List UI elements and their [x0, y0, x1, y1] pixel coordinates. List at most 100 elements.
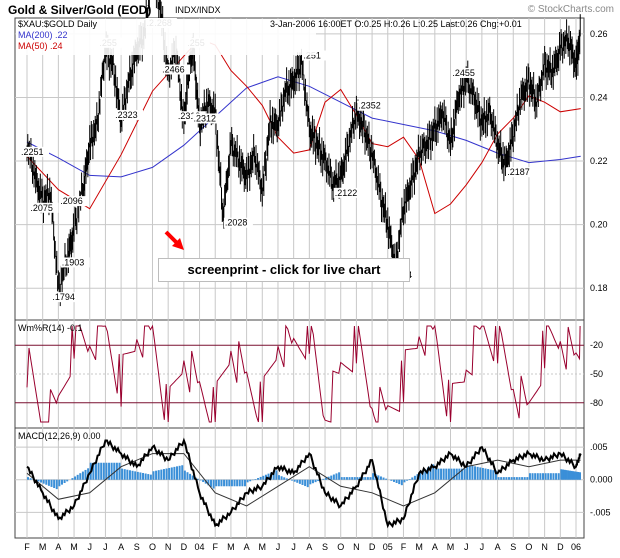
macd-hist-bar [481, 467, 484, 480]
macd-hist-bar [453, 468, 456, 480]
macd-hist-bar [236, 479, 239, 487]
macd-hist-bar [238, 479, 241, 487]
macd-hist-bar [570, 470, 573, 480]
price-annotation: .2312 [194, 113, 217, 123]
macd-hist-bar [372, 473, 375, 480]
macd-hist-bar [128, 470, 131, 480]
macd-hist-bar [94, 462, 97, 480]
x-tick-label: S [322, 542, 328, 552]
macd-hist-bar [42, 479, 45, 484]
macd-hist-bar [505, 477, 508, 480]
x-tick-label: A [306, 542, 312, 552]
macd-hist-bar [466, 464, 469, 480]
macd-hist-bar [445, 468, 448, 480]
macd-hist-bar [468, 465, 471, 480]
macd-hist-bar [40, 479, 43, 483]
macd-hist-bar [102, 462, 105, 480]
x-tick-label: J [87, 542, 92, 552]
live-chart-link[interactable]: screenprint - click for live chart [158, 258, 410, 282]
macd-hist-bar [27, 477, 29, 480]
macd-hist-bar [531, 473, 534, 480]
macd-hist-bar [515, 477, 518, 480]
macd-hist-bar [115, 462, 118, 480]
willr-label: Wm%R(14) -0.1 [18, 323, 83, 333]
macd-hist-bar [508, 477, 511, 480]
macd-hist-bar [241, 479, 244, 487]
willr-tick-label: -80 [590, 398, 603, 408]
macd-hist-bar [29, 478, 32, 480]
x-tick-label: S [510, 542, 516, 552]
macd-hist-bar [528, 473, 531, 480]
macd-hist-bar [549, 473, 552, 480]
macd-label: MACD(12,26,9) 0.00 [18, 431, 101, 441]
macd-hist-bar [74, 476, 77, 480]
macd-hist-bar [361, 477, 364, 480]
x-tick-label: O [337, 542, 344, 552]
macd-hist-bar [257, 477, 260, 480]
x-tick-label: N [541, 542, 548, 552]
x-tick-label: N [165, 542, 172, 552]
macd-hist-bar [330, 475, 333, 480]
macd-hist-bar [463, 468, 466, 480]
macd-hist-bar [246, 479, 249, 483]
price-annotation: .2075 [30, 203, 53, 213]
macd-hist-bar [345, 477, 348, 480]
macd-hist-bar [534, 473, 537, 480]
macd-hist-bar [432, 464, 435, 480]
macd-hist-bar [47, 479, 50, 486]
macd-hist-bar [575, 471, 578, 480]
macd-hist-bar [335, 473, 338, 480]
macd-hist-bar [560, 469, 563, 480]
annotation-bg [357, 100, 387, 111]
price-tick-label: 0.24 [590, 92, 608, 102]
macd-tick-label: 0.000 [590, 475, 613, 485]
price-annotation: .251 [303, 51, 321, 61]
ma200-layer [26, 76, 581, 178]
macd-hist-bar [567, 470, 570, 480]
macd-hist-bar [393, 479, 395, 482]
annotation-bg [29, 202, 59, 213]
macd-hist-bar [364, 477, 367, 480]
willr-layer [26, 324, 581, 423]
macd-hist-bar [220, 479, 223, 487]
macd-hist-bar [243, 479, 246, 487]
macd-hist-bar [579, 472, 582, 480]
macd-hist-bar [359, 477, 362, 480]
macd-hist-bar [131, 470, 134, 480]
macd-signal-line [26, 453, 581, 507]
x-tick-label: F [401, 542, 407, 552]
macd-hist-bar [489, 469, 492, 480]
x-tick-label: 06 [571, 542, 581, 552]
macd-hist-bar [484, 468, 487, 480]
macd-hist-bar [351, 477, 354, 480]
macd-hist-bar [207, 479, 210, 486]
macd-hist-bar [340, 477, 343, 480]
macd-hist-bar [170, 467, 173, 480]
price-tick-label: 0.26 [590, 29, 608, 39]
macd-hist-bar [369, 477, 372, 480]
macd-hist-bar [267, 473, 270, 480]
macd-hist-bar [562, 469, 565, 480]
x-tick-label: S [134, 542, 140, 552]
macd-hist-bar [518, 477, 521, 480]
x-tick-label: D [557, 542, 564, 552]
macd-hist-bar [123, 469, 126, 480]
macd-hist-bar [521, 477, 524, 480]
macd-hist-bar [97, 462, 100, 480]
macd-hist-bar [492, 470, 495, 480]
macd-hist-bar [173, 466, 176, 480]
grid [15, 18, 584, 538]
macd-hist-bar [379, 476, 382, 480]
macd-hist-bar [450, 468, 453, 480]
macd-hist-bar [178, 465, 181, 480]
macd-hist-bar [280, 476, 283, 480]
macd-hist-bar [152, 471, 155, 480]
macd-hist-bar [497, 477, 500, 480]
macd-hist-bar [144, 473, 147, 480]
macd-hist-bar [228, 479, 231, 487]
macd-hist-bar [149, 474, 152, 480]
x-tick-label: M [447, 542, 455, 552]
exchange-label: INDX/INDX [175, 5, 221, 15]
macd-hist-bar [377, 475, 380, 480]
